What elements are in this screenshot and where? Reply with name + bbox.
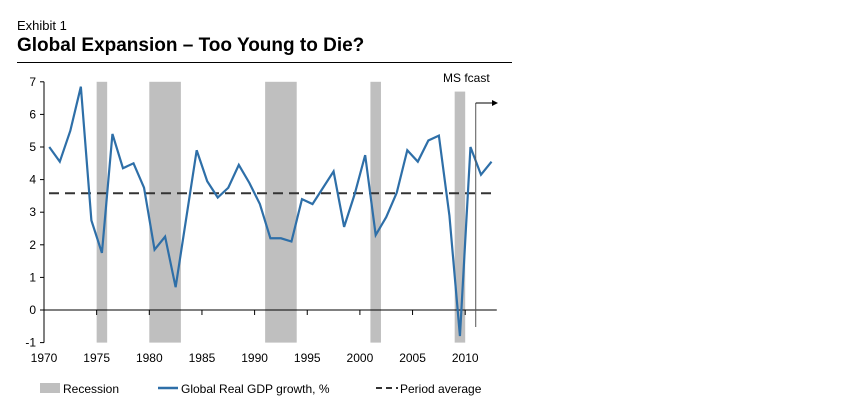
x-tick-label: 1975	[83, 351, 110, 365]
arrow-head-icon	[492, 100, 498, 106]
y-tick-label: 1	[29, 270, 36, 284]
y-tick-label: 3	[29, 205, 36, 219]
y-tick-label: -1	[25, 336, 36, 350]
legend-label-average: Period average	[400, 382, 482, 396]
x-tick-label: 2000	[347, 351, 374, 365]
recession-band	[370, 81, 381, 343]
recession-band	[96, 81, 108, 343]
recession-band	[265, 81, 297, 343]
y-tick-label: 6	[29, 107, 36, 121]
recession-band	[454, 91, 466, 343]
y-tick-label: 0	[29, 303, 36, 317]
x-tick-label: 2010	[452, 351, 479, 365]
x-tick-label: 1985	[189, 351, 216, 365]
recession-band	[149, 81, 181, 343]
x-tick-label: 2005	[399, 351, 426, 365]
x-tick-label: 1970	[31, 351, 58, 365]
y-tick-label: 4	[29, 173, 36, 187]
y-tick-label: 7	[29, 75, 36, 89]
y-tick-label: 2	[29, 238, 36, 252]
x-tick-label: 1990	[241, 351, 268, 365]
title-divider	[17, 62, 512, 63]
forecast-annotation: MS fcast	[443, 71, 490, 85]
x-tick-label: 1980	[136, 351, 163, 365]
y-tick-label: 5	[29, 140, 36, 154]
chart-title: Global Expansion – Too Young to Die?	[17, 35, 365, 56]
x-tick-label: 1995	[294, 351, 321, 365]
legend-label-recession: Recession	[63, 382, 119, 396]
legend-swatch-recession	[40, 383, 60, 393]
exhibit-label: Exhibit 1	[17, 18, 67, 33]
legend-label-gdp: Global Real GDP growth, %	[181, 382, 330, 396]
